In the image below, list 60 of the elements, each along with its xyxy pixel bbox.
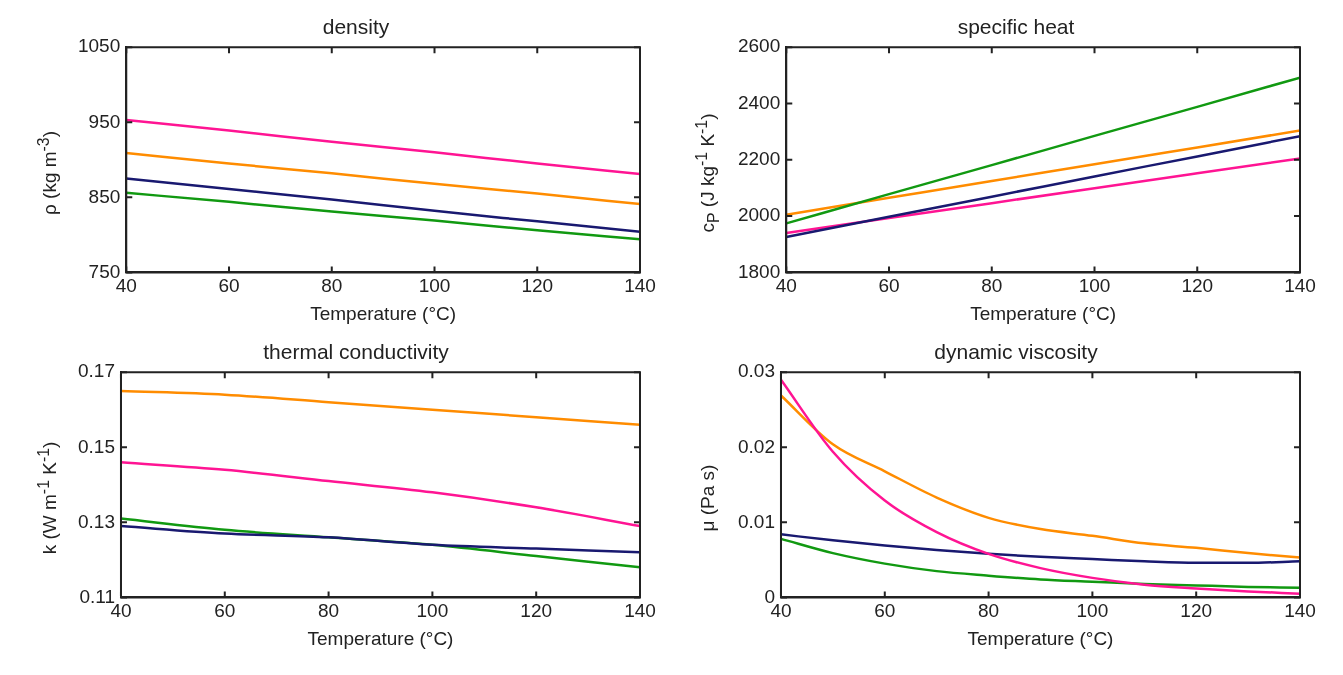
line-series bbox=[126, 191, 640, 241]
y-tick-label: 850 bbox=[88, 185, 121, 207]
y-tick-label: 950 bbox=[88, 110, 121, 132]
y-tick-label: 2600 bbox=[737, 35, 781, 57]
x-tick-label: 80 bbox=[321, 275, 343, 297]
y-tick-label: 2000 bbox=[737, 204, 781, 226]
line-series bbox=[126, 151, 640, 206]
x-axis-title: Temperature (°C) bbox=[307, 627, 454, 649]
line-series bbox=[786, 76, 1300, 225]
y-tick-label: 0.02 bbox=[738, 435, 775, 457]
x-tick-label: 60 bbox=[878, 275, 900, 297]
line-series bbox=[786, 157, 1300, 235]
x-tick-label: 140 bbox=[1284, 275, 1316, 297]
x-tick-label: 120 bbox=[521, 275, 554, 297]
y-tick-label: 750 bbox=[88, 260, 121, 282]
x-tick-label: 60 bbox=[874, 600, 896, 622]
chart-title: specific heat bbox=[957, 15, 1075, 39]
x-tick-label: 60 bbox=[218, 275, 240, 297]
x-axis-title: Temperature (°C) bbox=[310, 302, 457, 324]
x-tick-label: 120 bbox=[520, 600, 553, 622]
chart-title: thermal conductivity bbox=[263, 340, 450, 364]
x-axis-title: Temperature (°C) bbox=[967, 627, 1114, 649]
x-axis-title: Temperature (°C) bbox=[970, 302, 1117, 324]
x-tick-label: 140 bbox=[624, 600, 656, 622]
x-tick-label: 80 bbox=[981, 275, 1003, 297]
y-tick-label: 0.13 bbox=[78, 510, 115, 532]
y-tick-label: 1050 bbox=[77, 35, 121, 57]
y-tick-label: 0.01 bbox=[738, 510, 775, 532]
line-series bbox=[780, 537, 1300, 589]
chart-title: dynamic viscosity bbox=[934, 340, 1099, 364]
line-series bbox=[120, 389, 640, 426]
x-tick-label: 100 bbox=[1078, 275, 1111, 297]
y-tick-label: 0 bbox=[764, 585, 775, 607]
y-tick-label: 0.03 bbox=[738, 360, 775, 382]
y-tick-label: 0.11 bbox=[79, 585, 115, 607]
y-tick-label: 1800 bbox=[737, 260, 781, 282]
y-axis-title: μ (Pa s) bbox=[697, 464, 719, 532]
y-tick-label: 0.15 bbox=[78, 435, 115, 457]
line-series bbox=[120, 524, 640, 554]
y-tick-label: 2400 bbox=[737, 91, 781, 113]
x-tick-label: 120 bbox=[1181, 275, 1214, 297]
chart-title: density bbox=[322, 15, 390, 39]
x-tick-label: 80 bbox=[318, 600, 340, 622]
x-tick-label: 140 bbox=[624, 275, 656, 297]
x-tick-label: 100 bbox=[1076, 600, 1109, 622]
line-series bbox=[780, 533, 1300, 565]
line-series bbox=[120, 461, 640, 528]
x-tick-label: 140 bbox=[1284, 600, 1316, 622]
x-tick-label: 120 bbox=[1180, 600, 1213, 622]
x-tick-label: 100 bbox=[418, 275, 451, 297]
line-series bbox=[126, 118, 640, 176]
x-tick-label: 60 bbox=[214, 600, 236, 622]
line-series bbox=[786, 134, 1300, 239]
line-series bbox=[780, 394, 1300, 559]
line-series bbox=[126, 177, 640, 234]
y-tick-label: 2200 bbox=[737, 148, 781, 170]
line-series bbox=[786, 129, 1300, 216]
x-tick-label: 80 bbox=[978, 600, 1000, 622]
x-tick-label: 100 bbox=[416, 600, 449, 622]
y-tick-label: 0.17 bbox=[78, 360, 115, 382]
